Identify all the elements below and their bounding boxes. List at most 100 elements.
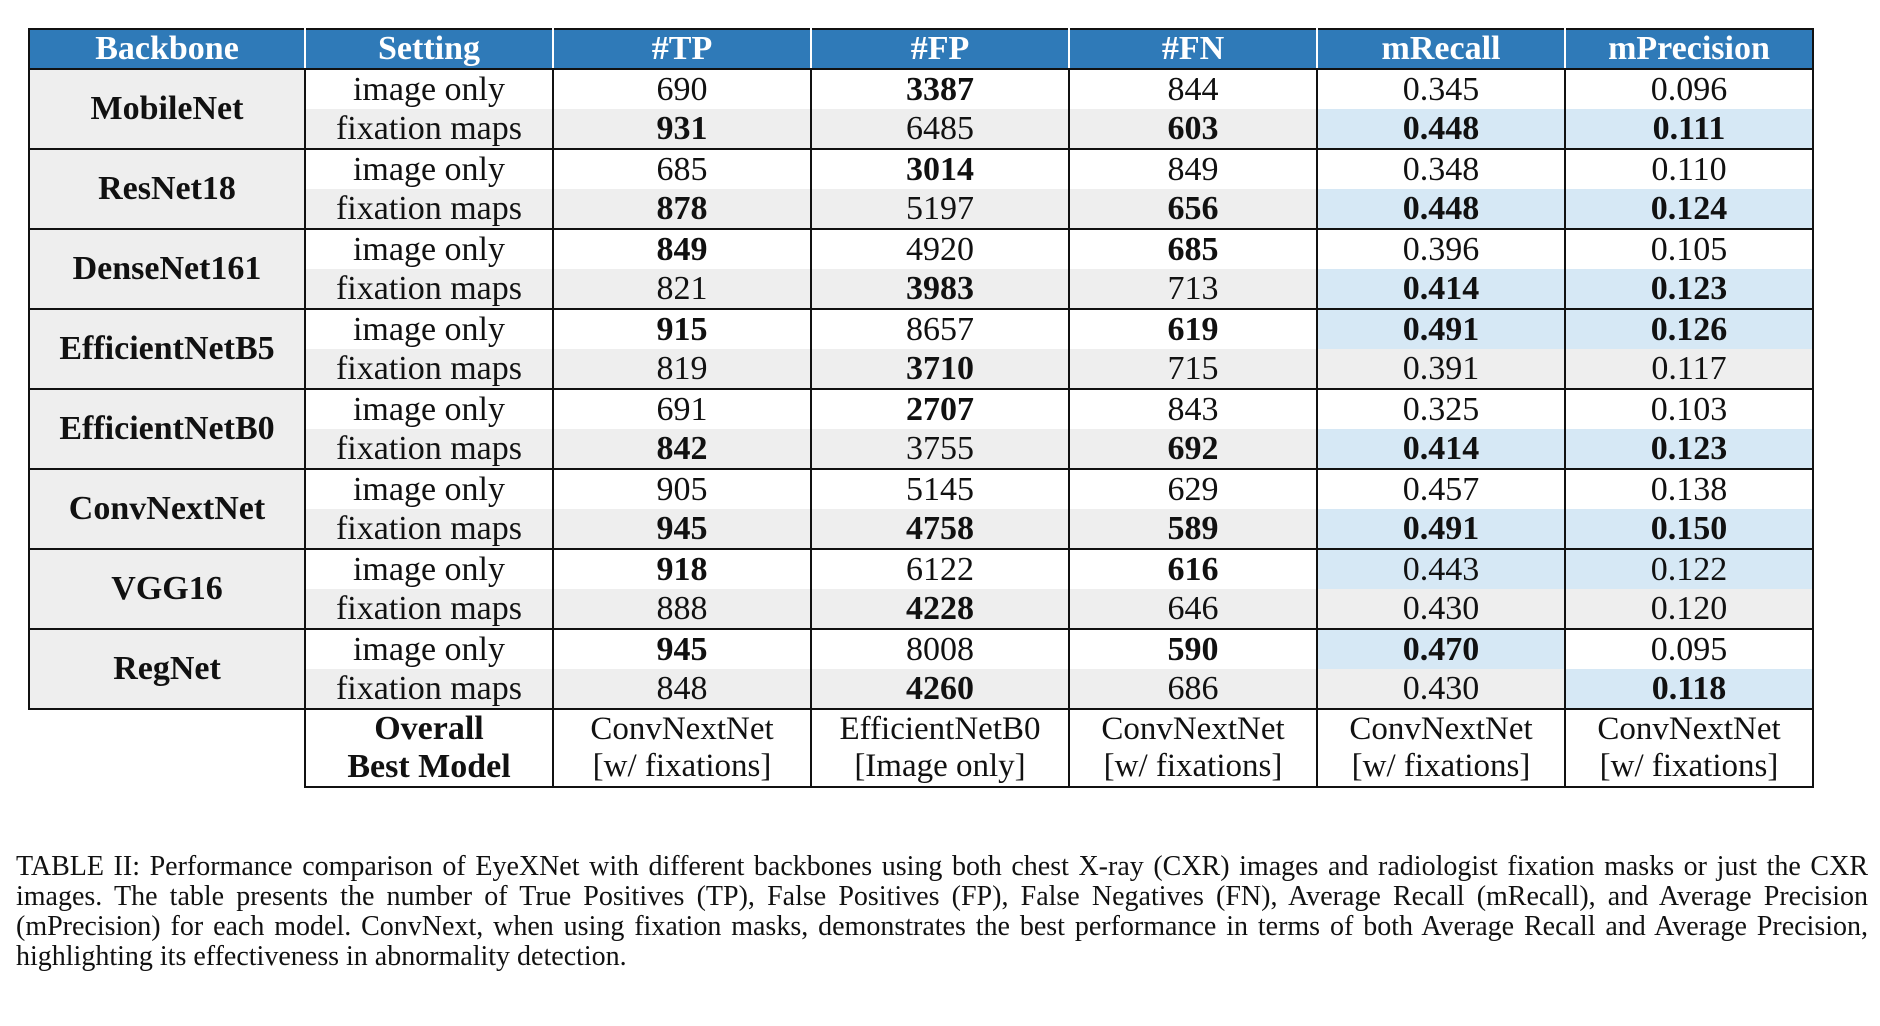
overall-label-line1: Overall bbox=[374, 710, 484, 747]
tp-cell: 915 bbox=[552, 308, 812, 349]
fn-cell: 844 bbox=[1068, 68, 1318, 109]
fp-cell: 3387 bbox=[810, 68, 1070, 109]
setting-cell: image only bbox=[304, 628, 554, 669]
mrecall-cell: 0.414 bbox=[1316, 269, 1566, 310]
table-row: EfficientNetB5 image only 915 8657 619 0.491 0… bbox=[28, 308, 1814, 390]
mrecall-cell: 0.345 bbox=[1316, 68, 1566, 109]
backbone-cell: DenseNet161 bbox=[28, 228, 306, 310]
results-table: Backbone Setting #TP #FP #FN mRecall mPr… bbox=[28, 28, 1814, 789]
mprecision-cell: 0.110 bbox=[1564, 148, 1814, 189]
mrecall-cell: 0.491 bbox=[1316, 509, 1566, 550]
overall-blank-cell bbox=[29, 707, 305, 788]
fn-cell: 685 bbox=[1068, 228, 1318, 269]
tp-cell: 931 bbox=[552, 109, 812, 150]
table-row: DenseNet161 image only 849 4920 685 0.396 0.10… bbox=[28, 228, 1814, 310]
mrecall-cell: 0.430 bbox=[1316, 669, 1566, 710]
table-row: RegNet image only 945 8008 590 0.470 0.095 bbox=[28, 628, 1814, 710]
fp-cell: 6122 bbox=[810, 548, 1070, 589]
best-model: ConvNextNet bbox=[1101, 711, 1285, 748]
fp-cell: 4228 bbox=[810, 589, 1070, 630]
fp-cell: 2707 bbox=[810, 388, 1070, 429]
tp-cell: 685 bbox=[552, 148, 812, 189]
fn-cell: 656 bbox=[1068, 189, 1318, 230]
fp-cell: 6485 bbox=[810, 109, 1070, 150]
mrecall-cell: 0.448 bbox=[1316, 109, 1566, 150]
overall-best-label: Overall Best Model bbox=[304, 707, 554, 789]
setting-cell: fixation maps bbox=[304, 269, 554, 310]
fp-cell: 3755 bbox=[810, 429, 1070, 470]
caption-text: Performance comparison of EyeXNet with d… bbox=[16, 851, 1868, 972]
header-fp: #FP bbox=[810, 28, 1070, 70]
fn-cell: 849 bbox=[1068, 148, 1318, 189]
setting-cell: fixation maps bbox=[304, 509, 554, 550]
fn-cell: 590 bbox=[1068, 628, 1318, 669]
mrecall-cell: 0.391 bbox=[1316, 349, 1566, 390]
setting-cell: fixation maps bbox=[304, 589, 554, 630]
best-setting: [w/ fixations] bbox=[592, 748, 772, 785]
backbone-cell: MobileNet bbox=[28, 68, 306, 150]
mrecall-cell: 0.396 bbox=[1316, 228, 1566, 269]
table-row: fixation maps 848 4260 686 0.430 0.118 bbox=[29, 669, 1814, 710]
fn-cell: 843 bbox=[1068, 388, 1318, 429]
setting-cell: fixation maps bbox=[304, 189, 554, 230]
best-setting: [w/ fixations] bbox=[1351, 748, 1531, 785]
table-row: ResNet18 image only 685 3014 849 0.348 0.110 bbox=[28, 148, 1814, 230]
best-tp-cell: ConvNextNet [w/ fixations] bbox=[552, 707, 812, 789]
tp-cell: 918 bbox=[552, 548, 812, 589]
backbone-cell: RegNet bbox=[28, 628, 306, 710]
tp-cell: 821 bbox=[552, 269, 812, 310]
mprecision-cell: 0.120 bbox=[1564, 589, 1814, 630]
tp-cell: 945 bbox=[552, 628, 812, 669]
mrecall-cell: 0.448 bbox=[1316, 189, 1566, 230]
mprecision-cell: 0.122 bbox=[1564, 548, 1814, 589]
setting-cell: fixation maps bbox=[304, 109, 554, 150]
table-row: EfficientNetB0 image only 691 2707 843 0.325 0… bbox=[28, 388, 1814, 470]
header-setting: Setting bbox=[304, 28, 554, 70]
best-model: ConvNextNet bbox=[590, 711, 774, 748]
mprecision-cell: 0.096 bbox=[1564, 68, 1814, 109]
table-row: fixation maps 878 5197 656 0.448 0.124 bbox=[29, 189, 1814, 230]
mprecision-cell: 0.150 bbox=[1564, 509, 1814, 550]
mprecision-cell: 0.103 bbox=[1564, 388, 1814, 429]
overall-best-row: Overall Best Model ConvNextNet [w/ fixati… bbox=[29, 707, 1814, 789]
mprecision-cell: 0.095 bbox=[1564, 628, 1814, 669]
best-fp-cell: EfficientNetB0 [Image only] bbox=[810, 707, 1070, 789]
header-tp: #TP bbox=[552, 28, 812, 70]
backbone-cell: ResNet18 bbox=[28, 148, 306, 230]
backbone-cell: ConvNextNet bbox=[28, 468, 306, 550]
tp-cell: 690 bbox=[552, 68, 812, 109]
fp-cell: 3710 bbox=[810, 349, 1070, 390]
fn-cell: 715 bbox=[1068, 349, 1318, 390]
tp-cell: 878 bbox=[552, 189, 812, 230]
overall-label-line2: Best Model bbox=[347, 748, 511, 786]
mprecision-cell: 0.123 bbox=[1564, 269, 1814, 310]
fn-cell: 589 bbox=[1068, 509, 1318, 550]
table-row: fixation maps 945 4758 589 0.491 0.150 bbox=[29, 509, 1814, 550]
fp-cell: 4260 bbox=[810, 669, 1070, 710]
fn-cell: 686 bbox=[1068, 669, 1318, 710]
setting-cell: image only bbox=[304, 468, 554, 509]
table-body: MobileNet image only 690 3387 844 0.345 0.096 f… bbox=[28, 68, 1814, 710]
header-fn: #FN bbox=[1068, 28, 1318, 70]
best-model: ConvNextNet bbox=[1597, 711, 1781, 748]
tp-cell: 848 bbox=[552, 669, 812, 710]
setting-cell: fixation maps bbox=[304, 669, 554, 710]
table-caption: TABLE II: Performance comparison of EyeX… bbox=[16, 852, 1868, 972]
table-row: fixation maps 842 3755 692 0.414 0.123 bbox=[29, 429, 1814, 470]
tp-cell: 691 bbox=[552, 388, 812, 429]
backbone-cell: VGG16 bbox=[28, 548, 306, 630]
header-mprecision: mPrecision bbox=[1564, 28, 1814, 70]
mprecision-cell: 0.118 bbox=[1564, 669, 1814, 710]
fp-cell: 8657 bbox=[810, 308, 1070, 349]
setting-cell: fixation maps bbox=[304, 429, 554, 470]
mrecall-cell: 0.470 bbox=[1316, 628, 1566, 669]
mrecall-cell: 0.325 bbox=[1316, 388, 1566, 429]
tp-cell: 888 bbox=[552, 589, 812, 630]
fp-cell: 4758 bbox=[810, 509, 1070, 550]
backbone-cell: EfficientNetB0 bbox=[28, 388, 306, 470]
mprecision-cell: 0.123 bbox=[1564, 429, 1814, 470]
fp-cell: 3014 bbox=[810, 148, 1070, 189]
fn-cell: 646 bbox=[1068, 589, 1318, 630]
tp-cell: 842 bbox=[552, 429, 812, 470]
fp-cell: 5197 bbox=[810, 189, 1070, 230]
